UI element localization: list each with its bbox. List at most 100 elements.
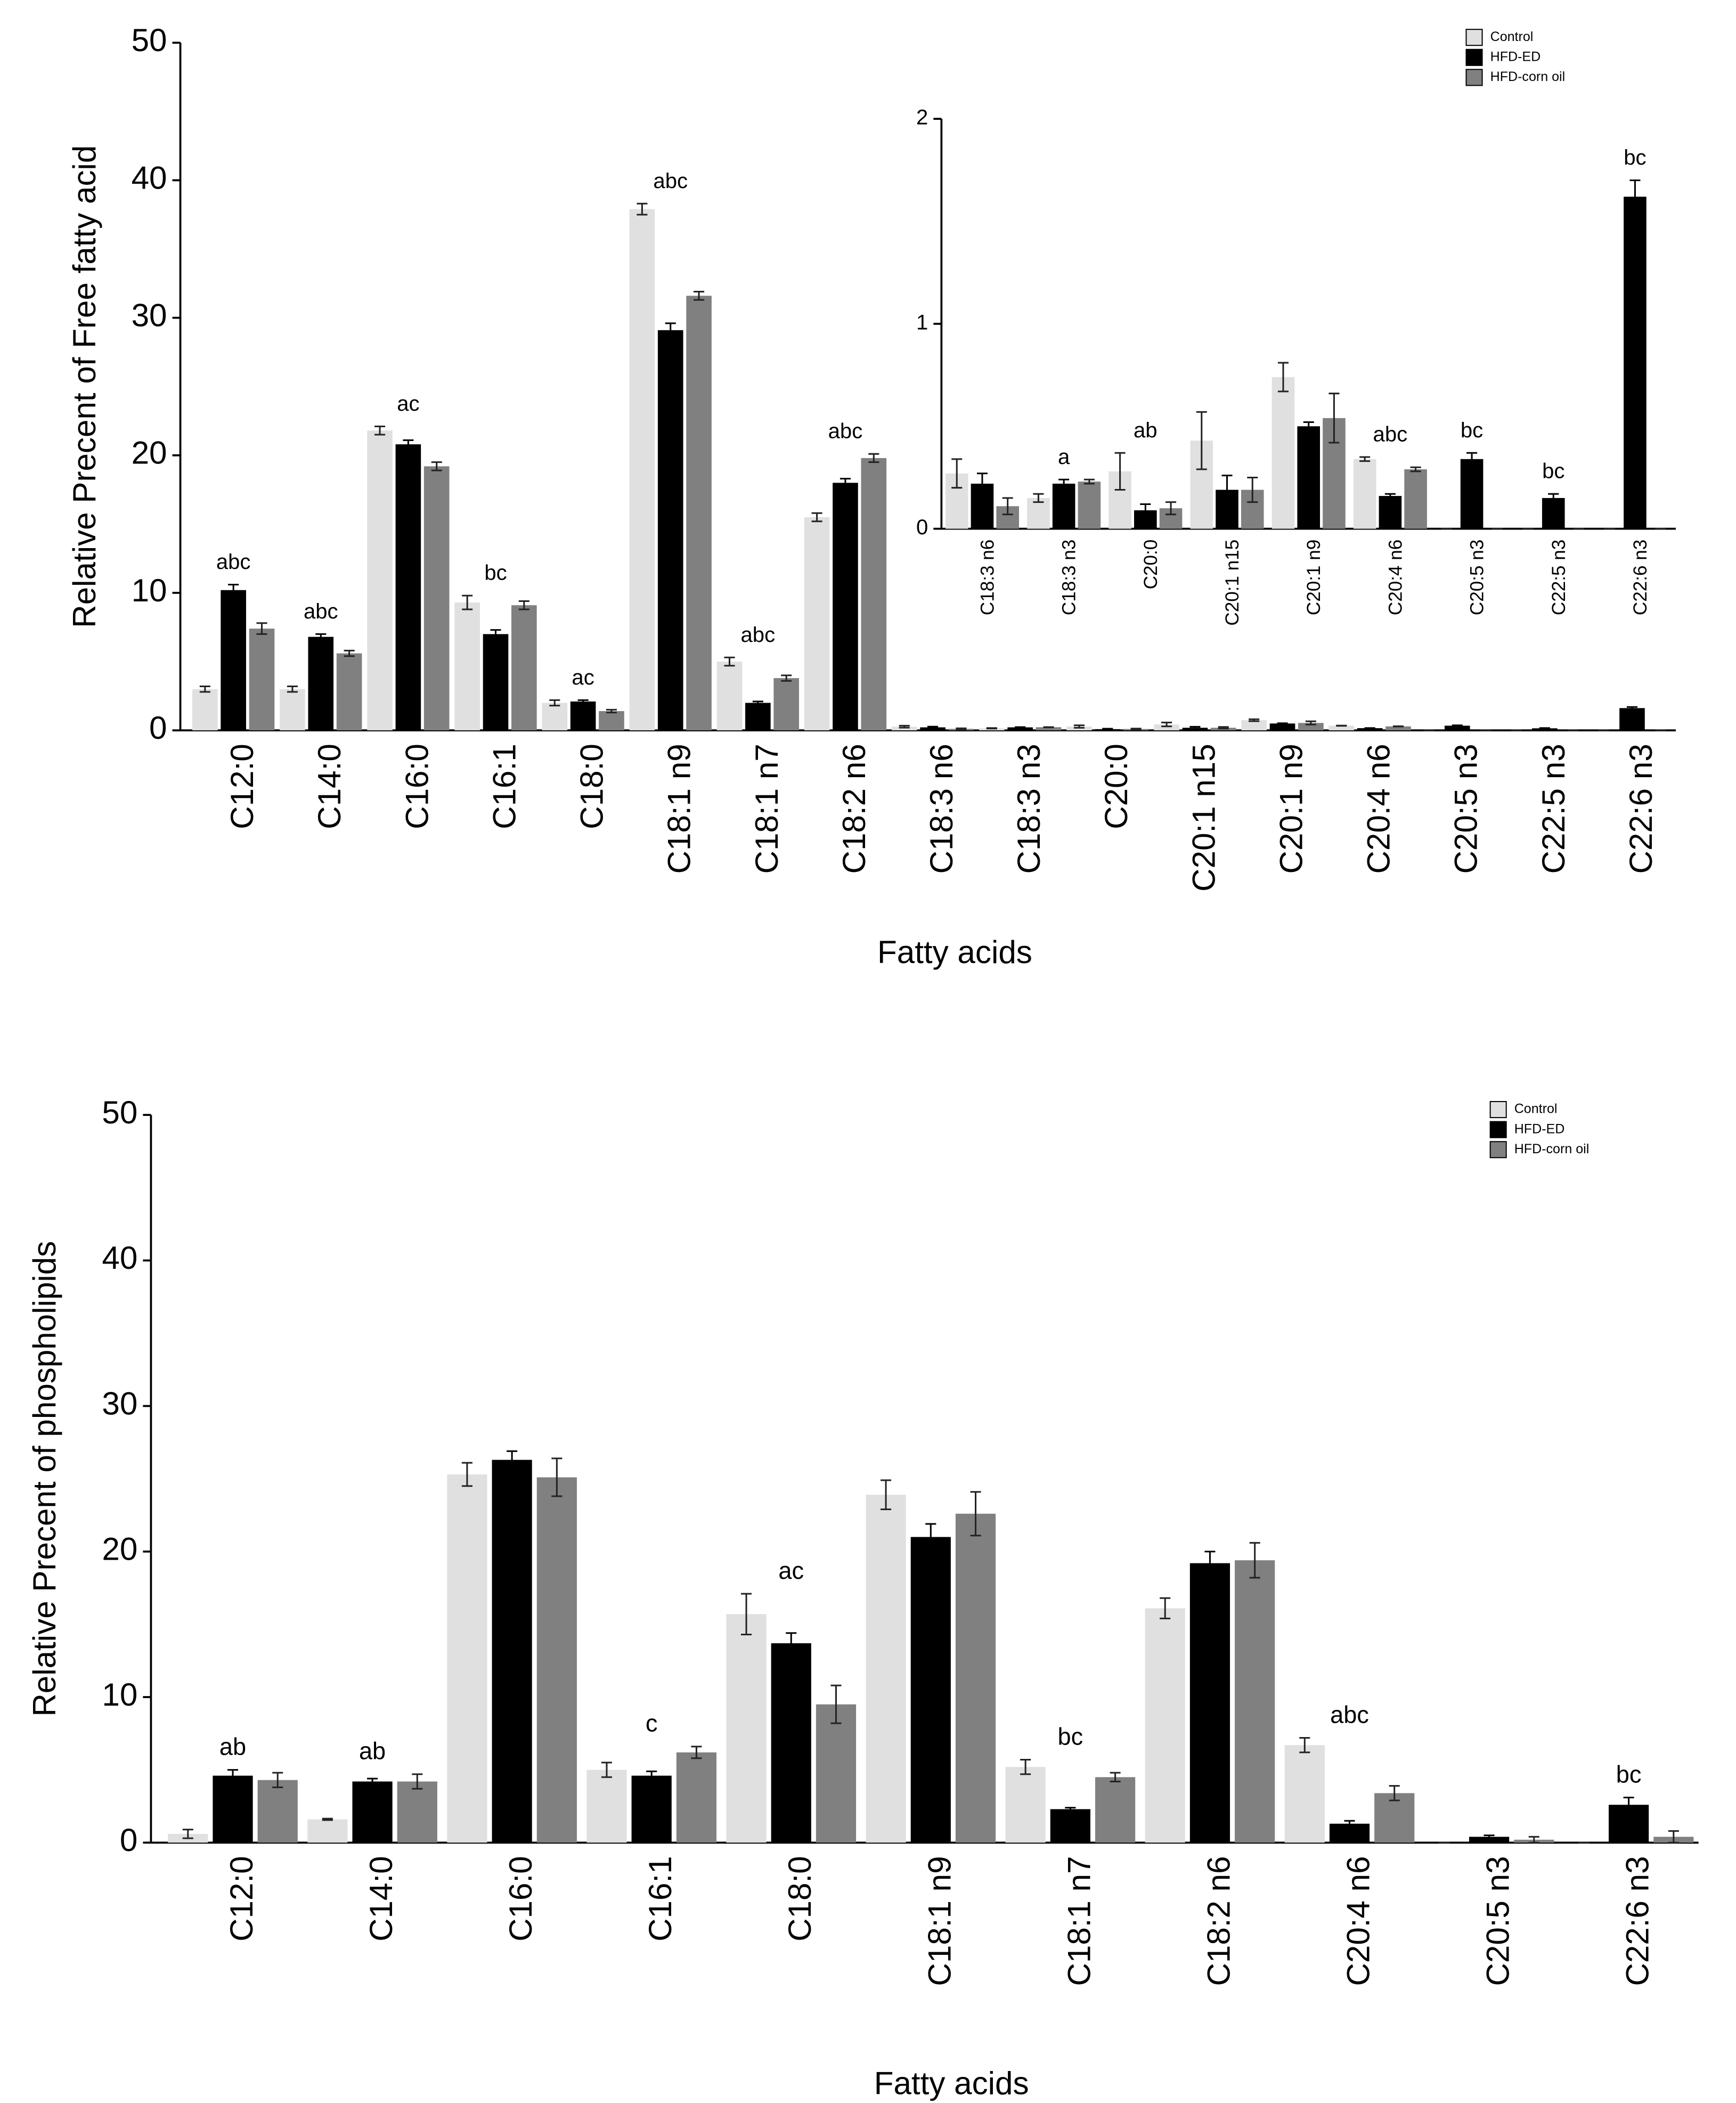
y-tick-label: 20 [132, 435, 167, 471]
bar [631, 1775, 672, 1843]
x-tick-label: C18:3 n6 [924, 744, 959, 874]
error-bar [551, 1457, 563, 1497]
bar [657, 330, 683, 731]
annotation: abc [828, 420, 863, 443]
legend-swatch [1489, 1141, 1507, 1159]
error-bar [1359, 456, 1371, 462]
bar [1284, 1745, 1325, 1843]
annotation: abc [1373, 422, 1408, 446]
bar [1329, 726, 1355, 731]
error-bar [374, 426, 386, 436]
error-bar [665, 322, 676, 338]
y-axis-label: Relative Precent of Free fatty acid [67, 145, 102, 628]
error-bar [1484, 1835, 1495, 1839]
y-tick-label: 40 [132, 160, 167, 195]
error-bar [976, 472, 988, 495]
error-bar [970, 1491, 981, 1537]
legend-swatch [1465, 29, 1483, 46]
error-bar [1065, 1807, 1076, 1812]
x-tick-label: C16:1 [642, 1856, 678, 1942]
bar [307, 1819, 348, 1843]
legend-label: Control [1490, 29, 1534, 44]
error-bar [1277, 362, 1289, 393]
y-tick-label: 0 [120, 1822, 137, 1858]
bar [536, 1477, 577, 1843]
bar [336, 653, 362, 731]
x-tick-label: C16:1 [486, 744, 522, 829]
x-tick-label: C20:1 n9 [1303, 540, 1324, 615]
x-tick-label: C22:5 n3 [1548, 540, 1569, 615]
bar [1379, 496, 1402, 529]
error-bar [1161, 721, 1172, 728]
error-bar [1528, 1836, 1539, 1844]
error-bar [724, 656, 735, 667]
bar [745, 703, 771, 731]
error-bar [637, 202, 648, 216]
bar [816, 1704, 857, 1843]
legend-swatch [1489, 1101, 1507, 1119]
bar [1298, 723, 1324, 731]
bar [1460, 459, 1484, 529]
bar [1145, 1608, 1185, 1843]
bar [1007, 727, 1033, 731]
bar [542, 703, 568, 731]
x-tick-label: C18:3 n6 [977, 540, 998, 615]
legend-label: HFD-corn oil [1490, 69, 1566, 84]
bar [352, 1781, 393, 1843]
error-bar [1166, 501, 1177, 516]
x-tick-label: C22:6 n3 [1623, 744, 1659, 874]
x-tick-label: C18:1 n7 [749, 744, 785, 874]
error-bar [272, 1772, 283, 1788]
bar [1619, 708, 1645, 731]
annotation: ab [359, 1738, 386, 1765]
error-bar [1002, 497, 1013, 516]
x-tick-label: C12:0 [224, 744, 260, 829]
error-bar [830, 1684, 842, 1724]
error-bar [431, 461, 442, 471]
x-tick-label: C18:2 n6 [836, 744, 872, 874]
bar [1444, 726, 1470, 731]
error-bar [1083, 478, 1095, 485]
annotation: abc [741, 623, 776, 647]
annotation: ac [778, 1557, 804, 1584]
error-bar [1364, 727, 1375, 729]
bar [1050, 1809, 1090, 1843]
error-bar [1329, 393, 1340, 444]
error-bar [577, 699, 589, 704]
error-bar [1204, 1551, 1216, 1576]
bar [1235, 1560, 1275, 1843]
bar [1269, 723, 1295, 731]
error-bar [1389, 1785, 1400, 1802]
bar [833, 483, 858, 731]
error-bar [781, 674, 792, 682]
annotation: bc [1461, 419, 1483, 442]
error-bar [1033, 493, 1044, 503]
error-bar [786, 1632, 797, 1654]
bar [257, 1780, 298, 1843]
y-tick-label: 50 [102, 1095, 137, 1130]
x-tick-label: C20:5 n3 [1480, 1856, 1516, 1986]
error-bar [811, 512, 822, 523]
x-axis-label: Fatty acids [874, 2065, 1029, 2101]
bar [1357, 728, 1383, 731]
error-bar [1102, 728, 1113, 731]
x-tick-label: C20:1 n15 [1186, 744, 1221, 892]
error-bar [1114, 452, 1126, 491]
x-tick-label: C20:0 [1098, 744, 1134, 829]
x-tick-label: C22:6 n3 [1620, 1856, 1656, 1986]
x-tick-label: C18:3 n3 [1011, 744, 1047, 874]
error-bar [899, 724, 910, 729]
error-bar [1073, 724, 1085, 729]
error-bar [925, 1523, 936, 1551]
x-tick-label: C16:0 [399, 744, 435, 829]
error-bar [1130, 728, 1142, 730]
error-bar [1668, 1830, 1679, 1844]
error-bar [986, 727, 997, 730]
x-tick-label: C18:0 [574, 744, 610, 829]
y-tick-label: 30 [102, 1385, 137, 1421]
bar [1078, 482, 1101, 529]
bar [910, 1537, 951, 1843]
error-bar [1043, 726, 1054, 728]
legend-label: HFD-corn oil [1514, 1142, 1590, 1156]
error-bar [1344, 1820, 1355, 1828]
